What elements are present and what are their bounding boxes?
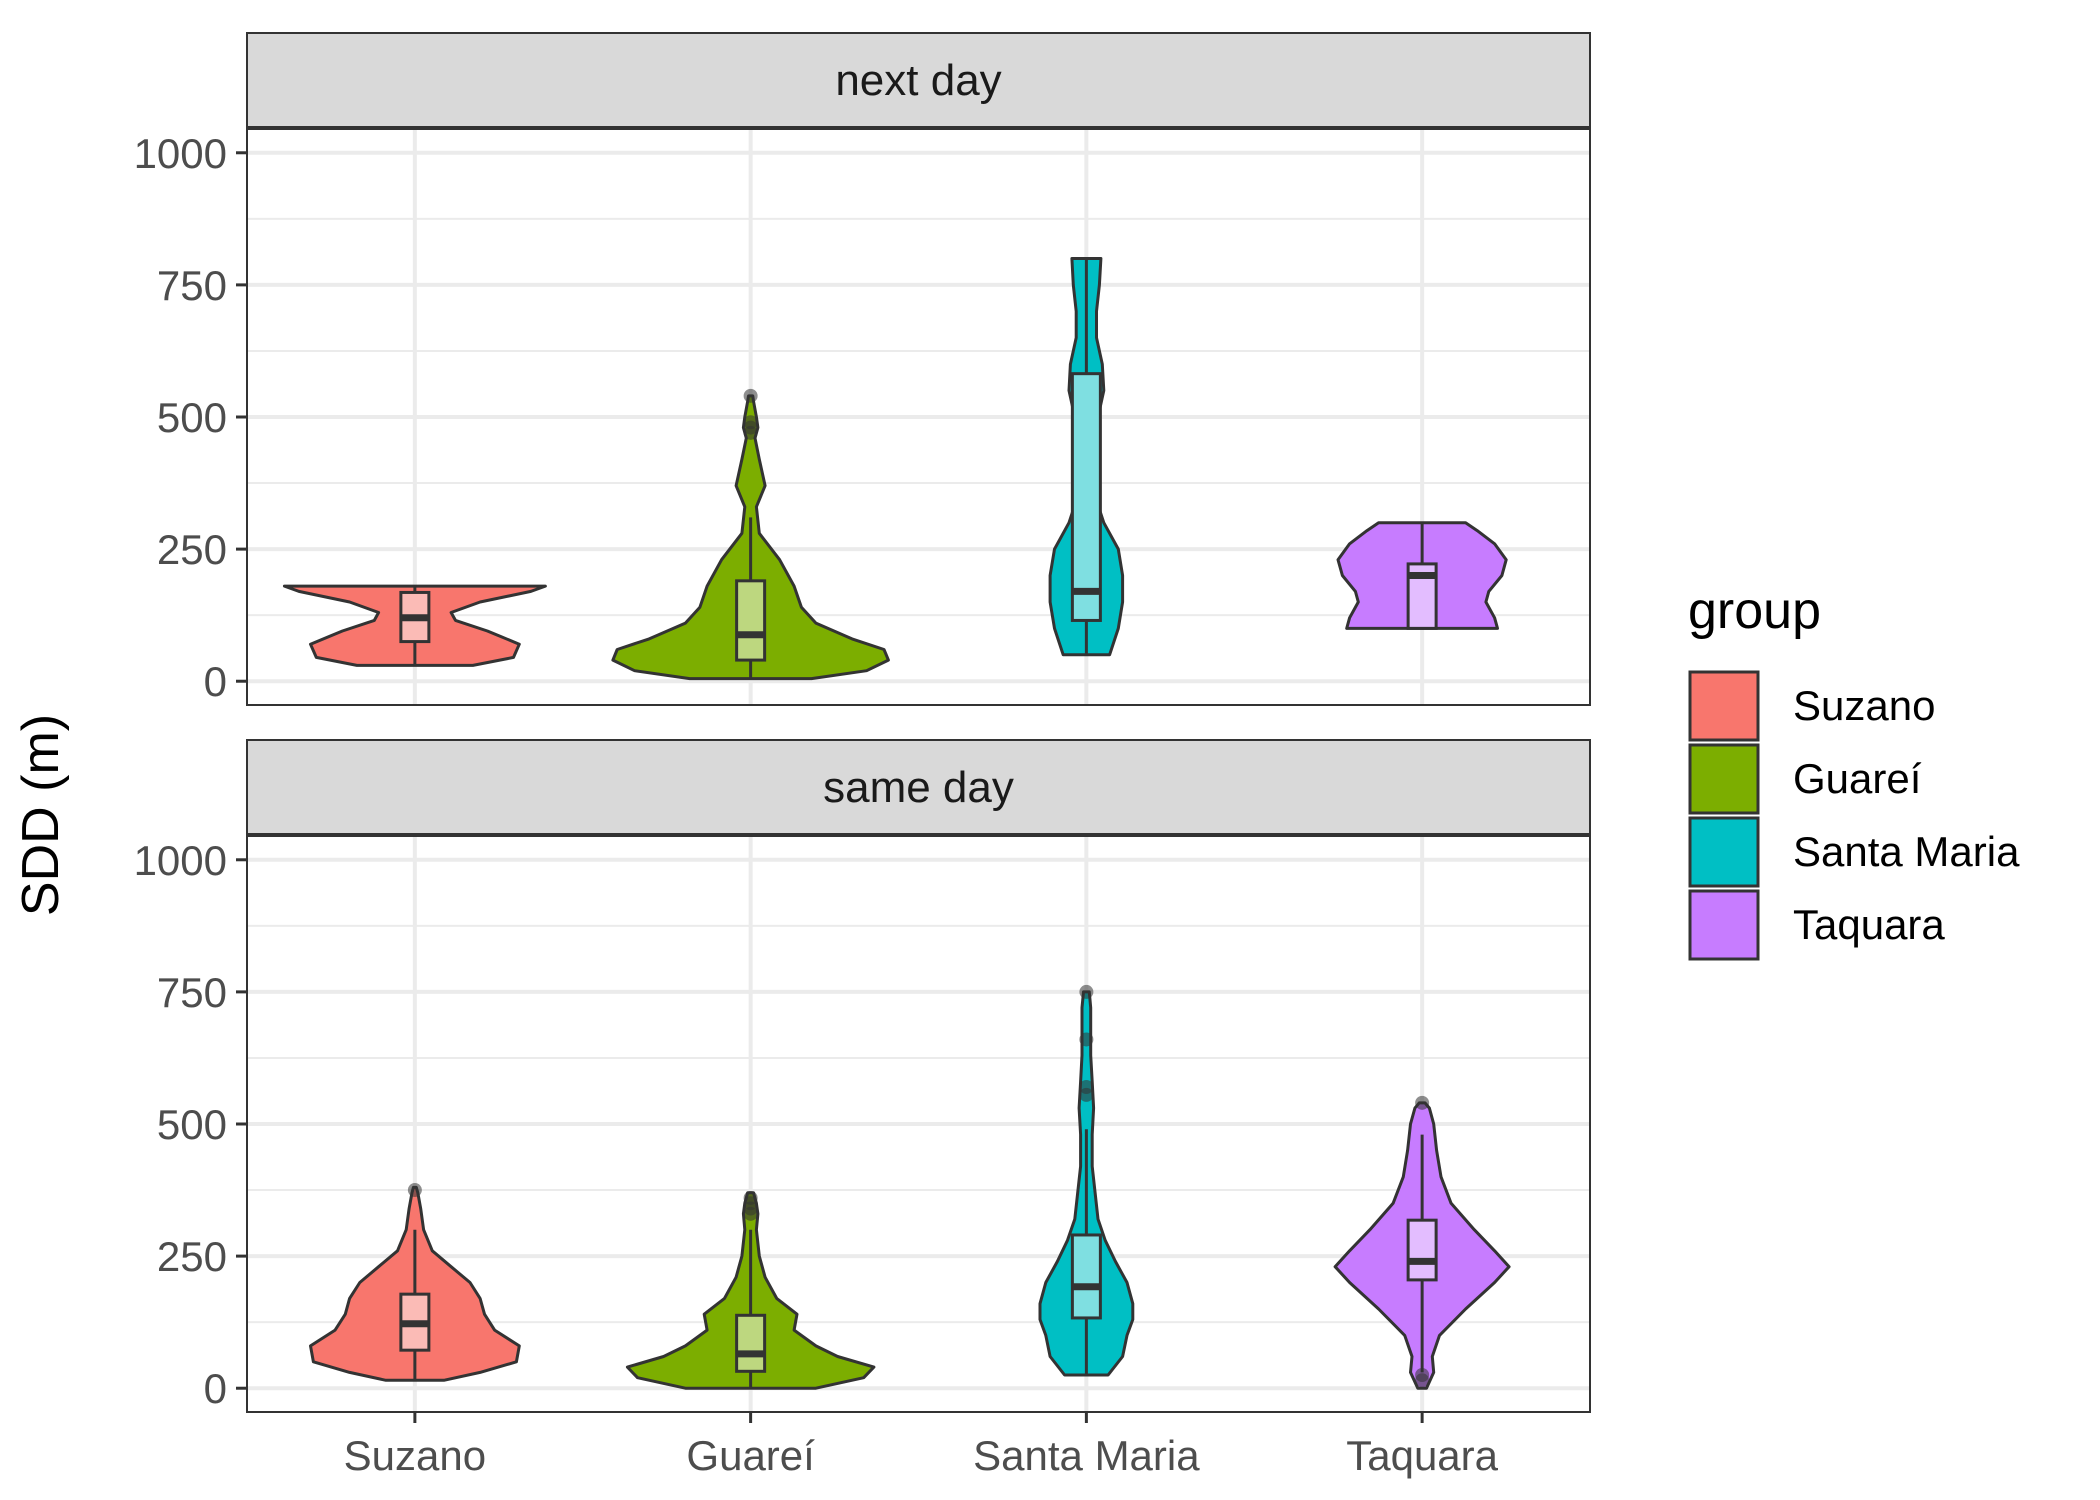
y-tick-label: 250 xyxy=(157,526,227,573)
outlier-point xyxy=(1415,1373,1430,1388)
group-Taquara xyxy=(1333,1095,1511,1390)
x-tick-label: Guareí xyxy=(686,1432,815,1479)
group-Suzano xyxy=(309,1183,521,1382)
x-tick-label: Taquara xyxy=(1346,1432,1498,1479)
box-Guareí xyxy=(735,1313,767,1373)
group-Santa Maria xyxy=(1038,984,1135,1377)
legend-label: Suzano xyxy=(1793,682,1935,729)
y-tick-label: 1000 xyxy=(134,837,227,884)
box-Taquara xyxy=(1406,1218,1438,1282)
y-tick-label: 500 xyxy=(157,394,227,441)
group-Guareí xyxy=(625,1190,876,1390)
outlier-point xyxy=(1079,1080,1094,1095)
y-axis-title: SDD (m) xyxy=(12,714,70,916)
y-tick-label: 250 xyxy=(157,1233,227,1280)
y-tick-label: 500 xyxy=(157,1101,227,1148)
group-Guareí xyxy=(611,388,890,681)
legend-key xyxy=(1688,743,1760,815)
facet-strip-label: same day xyxy=(823,763,1014,812)
facet-strip-label: next day xyxy=(835,56,1001,105)
panel-border xyxy=(246,835,1591,1413)
legend-label: Guareí xyxy=(1793,755,1922,802)
panel-same-day: same day 0 250 500 750 1000 xyxy=(134,739,1591,1413)
outlier-point xyxy=(1079,984,1094,999)
facet-strip xyxy=(246,739,1591,835)
group-Taquara xyxy=(1336,521,1508,630)
panel-next-day: next day 0 250 500 750 1000 xyxy=(134,32,1591,706)
y-axis: 0 250 500 750 1000 xyxy=(134,130,247,705)
x-axis: Suzano Guareí Santa Maria Taquara xyxy=(344,1412,1499,1479)
outlier-point xyxy=(743,1190,758,1205)
outlier-point xyxy=(1415,1095,1430,1110)
y-tick-label: 750 xyxy=(157,262,227,309)
legend-key xyxy=(1688,816,1760,888)
y-tick-label: 0 xyxy=(204,658,227,705)
panel-border xyxy=(246,128,1591,706)
legend-items: Suzano Guareí Santa Maria Taquara xyxy=(1688,670,2020,961)
group-Suzano xyxy=(282,584,547,667)
box-Santa Maria xyxy=(1070,372,1102,622)
y-tick-label: 750 xyxy=(157,969,227,1016)
facet-strip xyxy=(246,32,1591,128)
legend-key xyxy=(1688,670,1760,742)
legend-label: Taquara xyxy=(1793,901,1945,948)
x-tick-label: Santa Maria xyxy=(973,1432,1200,1479)
outlier-point xyxy=(743,415,758,430)
y-tick-label: 1000 xyxy=(134,130,227,177)
legend-label: Santa Maria xyxy=(1793,828,2020,875)
legend-key xyxy=(1688,889,1760,961)
x-tick-label: Suzano xyxy=(344,1432,486,1479)
outlier-point xyxy=(743,388,758,403)
y-tick-label: 0 xyxy=(204,1365,227,1412)
outlier-point xyxy=(407,1183,422,1198)
panels-layer: next day 0 250 500 750 1000 same day 0 250 500 750… xyxy=(134,32,1591,1413)
legend-title: group xyxy=(1688,582,1821,640)
y-axis: 0 250 500 750 1000 xyxy=(134,837,247,1412)
box-Guareí xyxy=(735,579,767,662)
group-Santa Maria xyxy=(1048,257,1125,657)
legend: group Suzano Guareí Santa Maria Taquara xyxy=(1688,582,2020,961)
outlier-point xyxy=(1079,1032,1094,1047)
box-Santa Maria xyxy=(1070,1233,1102,1320)
